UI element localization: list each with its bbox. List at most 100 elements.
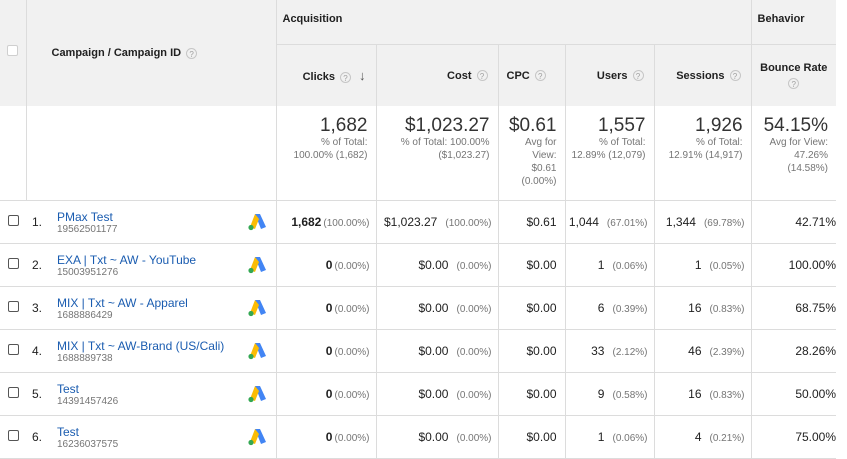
sessions-cell: 46 (2.39%) [653,329,752,373]
bounce-rate-cell: 100.00% [750,243,837,287]
row-checkbox[interactable] [7,301,19,312]
campaign-id: 1688889738 [57,352,113,364]
help-icon[interactable]: ? [729,70,741,82]
cpc-cell: $0.61 [497,200,565,244]
help-icon[interactable]: ? [534,70,546,82]
bounce-rate-cell: 50.00% [750,372,837,416]
users-cell: 6 (0.39%) [564,286,654,330]
campaign-id: 15003951276 [57,266,119,278]
cost-cell: $0.00 (0.00%) [375,415,498,459]
cost-column-header[interactable]: Cost? [375,44,498,106]
users-column-header[interactable]: Users? [564,44,654,106]
sessions-total: 1,926 % of Total: 12.91% (14,917) [653,106,752,201]
campaign-link[interactable]: Test [57,381,80,396]
help-icon[interactable]: ? [788,78,800,89]
bounce-rate-label: Bounce Rate [760,62,828,74]
sessions-cell: 1 (0.05%) [653,243,752,287]
sessions-cell: 16 (0.83%) [653,372,752,416]
row-checkbox[interactable] [7,430,19,441]
acquisition-label: Acquisition [282,13,343,25]
bounce-rate-cell: 42.71% [750,200,837,244]
google-ads-icon [246,254,268,276]
users-cell: 1,044 (67.01%) [564,200,654,244]
clicks-label: Clicks [302,71,335,83]
totals-row: 1,682 % of Total: 100.00% (1,682) $1,023… [0,106,837,201]
table-row: 3. MIX | Txt ~ AW - Apparel 1688886429 0… [0,286,837,330]
campaign-link[interactable]: PMax Test [57,209,113,224]
clicks-cell: 1,682 (100.00%) [275,200,376,244]
behavior-group-header: Behavior [750,0,837,45]
row-checkbox[interactable] [7,215,19,226]
campaign-cell: 5. Test 14391457426 [26,372,276,416]
bounce-rate-column-header[interactable]: Bounce Rate? [750,44,837,106]
users-cell: 33 (2.12%) [564,329,654,373]
google-ads-icon [246,297,268,319]
select-all-cell [0,0,26,106]
sessions-label: Sessions [676,69,725,82]
campaign-link[interactable]: EXA | Txt ~ AW - YouTube [57,252,197,267]
cpc-cell: $0.00 [497,372,565,416]
campaign-cell: 6. Test 16236037575 [26,415,276,459]
cost-total: $1,023.27 % of Total: 100.00% ($1,023.27… [375,106,498,201]
campaign-link[interactable]: MIX | Txt ~ AW-Brand (US/Cali) [57,338,225,353]
users-cell: 9 (0.58%) [564,372,654,416]
google-ads-icon [246,426,268,448]
help-icon[interactable]: ? [476,70,488,82]
campaign-id: 16236037575 [57,438,119,450]
clicks-cell: 0 (0.00%) [275,372,376,416]
table-row: 4. MIX | Txt ~ AW-Brand (US/Cali) 168888… [0,329,837,373]
row-index: 3. [32,301,43,315]
row-index: 4. [32,344,43,358]
cost-cell: $0.00 (0.00%) [375,286,498,330]
cpc-cell: $0.00 [497,415,565,459]
google-ads-icon [246,383,268,405]
sessions-cell: 16 (0.83%) [653,286,752,330]
row-index: 5. [32,387,43,401]
cpc-total: $0.61 Avg for View: $0.61 (0.00%) [497,106,565,201]
campaign-cell: 1. PMax Test 19562501177 [26,200,276,244]
help-icon[interactable]: ? [340,71,351,83]
google-ads-icon [246,340,268,362]
select-all-checkbox[interactable] [7,45,19,56]
cost-cell: $0.00 (0.00%) [375,329,498,373]
help-icon[interactable]: ? [186,47,198,59]
sessions-cell: 4 (0.21%) [653,415,752,459]
row-checkbox[interactable] [7,344,19,355]
sessions-column-header[interactable]: Sessions? [653,44,752,106]
behavior-label: Behavior [757,13,805,25]
cost-cell: $0.00 (0.00%) [375,243,498,287]
clicks-cell: 0 (0.00%) [275,329,376,373]
campaign-cell: 3. MIX | Txt ~ AW - Apparel 1688886429 [26,286,276,330]
users-total: 1,557 % of Total: 12.89% (12,079) [564,106,654,201]
campaign-column-header[interactable]: Campaign / Campaign ID? [25,0,276,106]
acquisition-group-header: Acquisition [275,0,752,45]
campaign-column-label: Campaign / Campaign ID [51,47,182,59]
clicks-column-header[interactable]: Clicks? ↓ [275,44,376,106]
row-index: 1. [32,215,43,229]
campaign-link[interactable]: Test [57,424,80,439]
cpc-label: CPC [506,69,530,82]
row-index: 2. [32,258,43,272]
row-checkbox[interactable] [7,387,19,398]
campaign-id: 19562501177 [57,223,118,235]
sort-down-arrow-icon[interactable]: ↓ [359,68,366,83]
sessions-cell: 1,344 (69.78%) [653,200,752,244]
clicks-cell: 0 (0.00%) [275,415,376,459]
table-row: 5. Test 14391457426 0 (0.00%) $0.00 (0.00%… [0,372,837,416]
bounce-rate-cell: 28.26% [750,329,837,373]
bounce-rate-cell: 75.00% [750,415,837,459]
cpc-cell: $0.00 [497,243,565,287]
table-row: 6. Test 16236037575 0 (0.00%) $0.00 (0.00%… [0,415,837,459]
cost-label: Cost [447,69,472,82]
clicks-cell: 0 (0.00%) [275,243,376,287]
help-icon[interactable]: ? [632,70,644,82]
cpc-column-header[interactable]: CPC? [497,44,565,106]
campaign-id: 1688886429 [57,309,113,321]
campaign-link[interactable]: MIX | Txt ~ AW - Apparel [57,295,188,310]
row-checkbox[interactable] [7,258,19,269]
clicks-total: 1,682 % of Total: 100.00% (1,682) [275,106,376,201]
clicks-cell: 0 (0.00%) [275,286,376,330]
users-cell: 1 (0.06%) [564,415,654,459]
campaign-id: 14391457426 [57,395,119,407]
